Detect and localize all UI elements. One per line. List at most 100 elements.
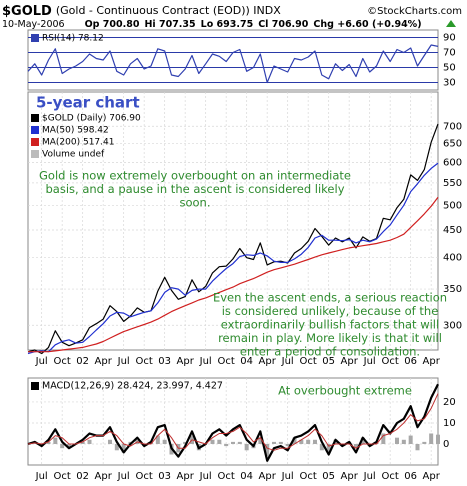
y-tick-label: 0 [443, 439, 449, 450]
histogram-bar [381, 433, 386, 444]
legend-swatch [31, 34, 39, 42]
histogram-bar [401, 439, 406, 444]
histogram-bar [108, 439, 112, 444]
y-tick-label: 300 [443, 320, 462, 331]
x-tick-label: 04 [240, 471, 253, 482]
histogram-bar [415, 443, 420, 451]
x-tick-label: Apr [259, 471, 277, 482]
up-arrow [446, 20, 456, 27]
x-tick-label: Oct [382, 356, 399, 367]
watermark: ©StockCharts.com [367, 6, 462, 17]
histogram-bar [60, 443, 65, 449]
histogram-bar [408, 435, 413, 444]
legend-swatch [31, 382, 39, 390]
x-tick-label: Apr [341, 471, 359, 482]
series-line [28, 196, 439, 353]
x-tick-label: 06 [404, 356, 417, 367]
x-tick-label: Apr [95, 471, 113, 482]
quote: Lo 693.75 [201, 19, 254, 30]
x-tick-label: Apr [95, 356, 113, 367]
header-title: $GOLD (Gold - Continuous Contract (EOD)) … [2, 4, 281, 19]
y-tick-label: 500 [443, 200, 462, 211]
y-tick-label: 10 [443, 418, 456, 429]
histogram-bar [292, 437, 297, 444]
quote: Hi 707.35 [144, 19, 195, 30]
histogram-bar [162, 439, 167, 444]
histogram-bar [278, 441, 283, 444]
x-tick-label: Jul [117, 356, 130, 367]
histogram-bar [217, 439, 222, 444]
chart-label: 5-year chart [36, 94, 140, 112]
y-tick-label: 30 [443, 78, 456, 89]
annotation: At overbought extreme [278, 384, 412, 398]
histogram-bar [285, 443, 290, 447]
annotation: enter a period of consolidation. [240, 345, 420, 359]
x-tick-label: Jul [281, 471, 294, 482]
date: 10-May-2006 [2, 19, 65, 30]
histogram-bar [155, 435, 160, 444]
x-tick-label: Oct [136, 356, 153, 367]
histogram-bar [354, 443, 358, 449]
y-tick-label: 90 [443, 33, 456, 44]
histogram-bar [121, 443, 126, 453]
legend-swatch [31, 126, 39, 134]
series-line [27, 44, 439, 84]
x-tick-label: Oct [300, 471, 317, 482]
annotation: extraordinarily bullish factors that wil… [221, 318, 439, 332]
x-tick-label: Jul [281, 356, 294, 367]
x-tick-label: Jul [199, 471, 212, 482]
legend-label: $GOLD (Daily) 706.90 [42, 114, 141, 124]
histogram-bar [53, 437, 58, 444]
x-tick-label: Jul [35, 471, 48, 482]
annotation: Gold is now extremely overbought on an i… [39, 169, 351, 183]
histogram-bar [32, 442, 37, 444]
histogram-bar [258, 437, 263, 444]
legend-label: MA(50) 598.42 [42, 126, 109, 136]
quote: Cl 706.90 [258, 19, 309, 30]
x-tick-label: Apr [423, 471, 441, 482]
quote-line: 10-May-2006 Op 700.80 Hi 707.35 Lo 693.75 Cl… [2, 19, 422, 30]
histogram-bar [183, 441, 188, 444]
histogram-bar [210, 439, 215, 444]
annotation: soon. [179, 196, 210, 210]
y-tick-label: 70 [443, 48, 456, 59]
x-tick-label: Oct [218, 356, 235, 367]
histogram-bar [237, 441, 242, 444]
x-tick-label: Apr [177, 356, 195, 367]
x-tick-label: Oct [136, 471, 153, 482]
y-tick-label: 20 [443, 397, 456, 408]
histogram-bar [326, 443, 331, 453]
x-tick-label: Apr [177, 471, 195, 482]
histogram-bar [80, 441, 85, 444]
quote: Op 700.80 [85, 19, 140, 30]
histogram-bar [429, 433, 434, 444]
y-tick-label: 700 [443, 121, 462, 132]
histogram-bar [114, 443, 119, 451]
x-tick-label: Apr [341, 356, 359, 367]
x-tick-label: 06 [404, 471, 417, 482]
histogram-bar [319, 443, 324, 451]
annotation: remain in play. More likely is that it w… [218, 331, 442, 345]
histogram-bar [306, 439, 311, 444]
legend-label: RSI(14) 78.12 [42, 34, 104, 44]
annotation: is considered unlikely, because of the [222, 304, 439, 318]
x-tick-label: 02 [76, 471, 89, 482]
histogram-bar [244, 443, 249, 451]
legend-swatch [31, 114, 39, 122]
quote: Chg +6.60 (+0.94%) [313, 19, 421, 30]
histogram-bar [224, 443, 229, 447]
x-tick-label: Jul [35, 356, 48, 367]
histogram-bar [299, 439, 304, 444]
annotation: Even the ascent ends, a serious reaction [213, 291, 447, 305]
symbol: $GOLD [2, 4, 52, 19]
x-tick-label: 04 [240, 356, 253, 367]
y-tick-label: 350 [443, 284, 462, 295]
x-tick-label: 05 [322, 356, 335, 367]
x-tick-label: Jul [363, 356, 376, 367]
panel-title: MACD(12,26,9) 28.424, 23.997, 4.427 [42, 381, 223, 392]
x-tick-label: Jul [117, 471, 130, 482]
x-tick-label: Oct [382, 471, 399, 482]
x-tick-label: 05 [322, 471, 335, 482]
histogram-bar [313, 439, 317, 444]
